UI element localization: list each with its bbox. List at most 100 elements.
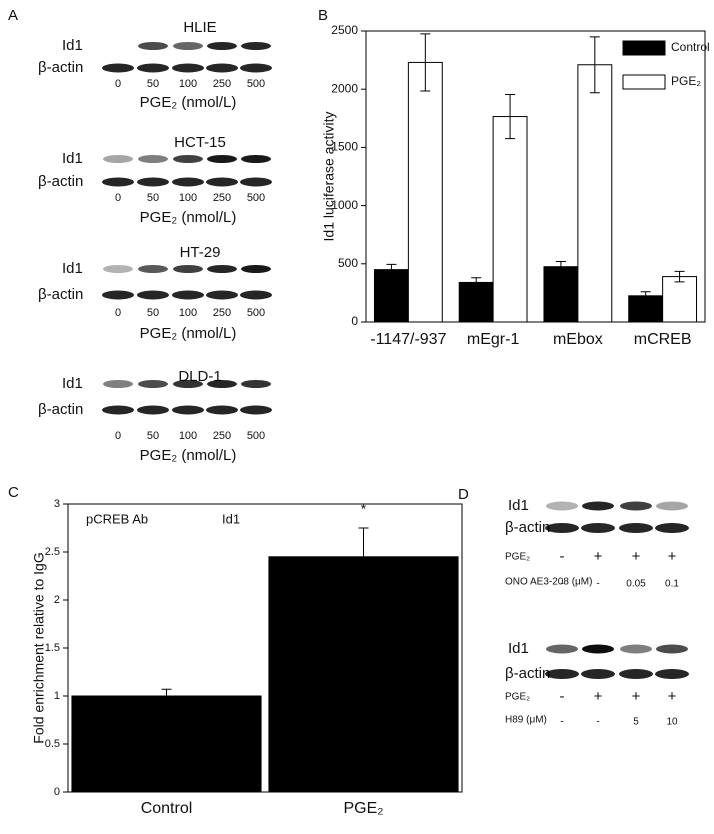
lane-label: 50 [147,430,159,442]
blot-band [619,669,653,679]
row-label: Id1 [508,497,529,514]
blot-band [656,501,688,511]
blot-band [207,155,237,163]
blot-band [138,265,168,273]
blot-band [240,177,272,187]
blot-title: HCT-15 [174,134,226,151]
blot-band [581,669,615,679]
error-bar [674,270,685,283]
axis-label: PGE₂ (nmol/L) [140,325,237,342]
blot-band [137,290,169,300]
blot-band [102,63,134,73]
treatment-value: + [668,688,677,705]
legend-label: Control [671,40,710,54]
bar [458,281,494,323]
blot-band [137,405,169,415]
blot-band [545,669,579,679]
lane-label: 500 [247,78,265,90]
treatment-value: - [596,717,599,728]
lane-label: 0 [115,430,121,442]
treatment-value: 5 [633,717,639,728]
blot-band [581,523,615,533]
y-tick-label: 1.5 [45,642,60,654]
x-tick-label: -1147/-937 [370,331,446,348]
treatment-value: - [560,688,565,705]
blot-band [137,63,169,73]
blot-band [138,42,168,50]
bar [268,556,459,793]
error-bar [471,277,482,288]
error-bar [358,527,369,587]
y-tick-label: 0.5 [45,738,60,750]
blot-band [582,501,614,511]
blot-band [102,177,134,187]
blot-band [138,155,168,163]
treatment-value: + [594,688,603,705]
blot-band [620,644,652,654]
y-tick-label: 0 [351,314,358,328]
blot-band [173,265,203,273]
blot-band [172,177,204,187]
axis-label: PGE₂ (nmol/L) [140,209,237,226]
blot-band [173,380,203,388]
lane-label: 100 [179,307,197,319]
lane-label: 250 [213,78,231,90]
error-bar [505,93,516,140]
blot-band [172,405,204,415]
blot-band [172,63,204,73]
row-label: β-actin [38,59,83,76]
lane-label: 250 [213,430,231,442]
row-label: Id1 [62,37,83,54]
blot-band [207,265,237,273]
blot-band [207,380,237,388]
blot-band [240,405,272,415]
blot-band [137,177,169,187]
row-label: Id1 [62,375,83,392]
lane-label: 500 [247,307,265,319]
blot-title: HLIE [183,19,216,36]
row-label: β-actin [38,401,83,418]
bar [373,269,409,323]
bar [71,695,262,793]
lane-label: 500 [247,192,265,204]
panel-label: D [458,486,469,503]
lane-label: 100 [179,78,197,90]
x-tick-label: Control [141,800,193,817]
blot-band [138,380,168,388]
blot-band [102,405,134,415]
y-tick-label: 3 [54,498,60,510]
x-tick-label: mEbox [553,331,603,348]
row-label: β-actin [505,665,550,682]
blot-band [207,42,237,50]
blot-band [173,42,203,50]
lane-label: 250 [213,307,231,319]
bar [577,64,613,323]
legend-swatch [622,40,666,56]
blot-band [545,523,579,533]
blot-band [582,644,614,654]
treatment-label: PGE₂ [505,552,530,563]
treatment-value: - [596,579,599,590]
lane-label: 500 [247,430,265,442]
treatment-value: 0.1 [665,579,679,590]
treatment-label: PGE₂ [505,692,530,703]
x-tick-label: PGE₂ [344,800,384,817]
lane-label: 0 [115,192,121,204]
blot-band [241,380,271,388]
bar [407,61,443,323]
error-bar [386,263,397,276]
row-label: β-actin [38,173,83,190]
blot-band [655,669,689,679]
blot-band [546,501,578,511]
annotation: Id1 [222,511,240,526]
treatment-label: ONO AE3-208 (μM) [505,577,592,588]
lane-label: 0 [115,78,121,90]
blot-band [103,265,133,273]
treatment-value: + [668,548,677,565]
row-label: Id1 [508,640,529,657]
axis-label: PGE₂ (nmol/L) [140,447,237,464]
treatment-label: H89 (μM) [505,715,547,726]
legend-label: PGE₂ [671,74,701,88]
error-bar [420,33,431,92]
